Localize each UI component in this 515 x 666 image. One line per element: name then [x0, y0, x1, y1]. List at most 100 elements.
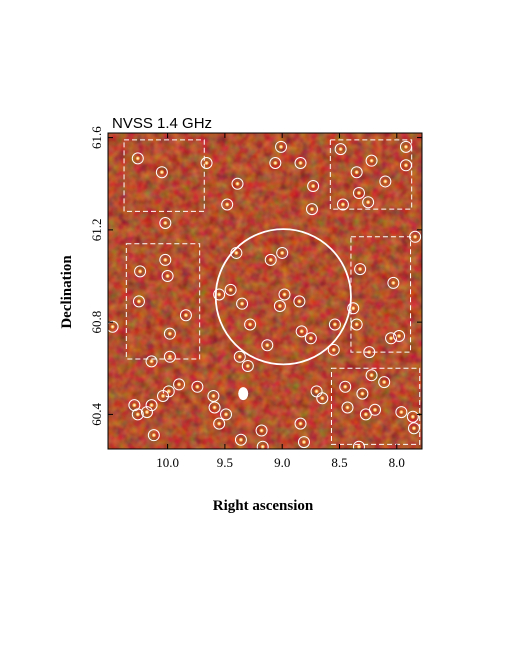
source-marker — [276, 246, 289, 259]
source-marker — [379, 175, 392, 188]
radio-source — [319, 395, 326, 402]
radio-source — [339, 201, 347, 208]
radio-source — [331, 321, 339, 328]
radio-source — [398, 408, 405, 416]
source-marker — [347, 302, 360, 315]
radio-source — [380, 378, 388, 386]
source-marker — [350, 318, 363, 331]
radio-source — [148, 358, 155, 365]
source-marker — [132, 295, 145, 308]
source-marker — [336, 198, 349, 211]
radio-source — [272, 159, 279, 167]
source-marker — [179, 309, 192, 322]
radio-source — [134, 155, 141, 162]
x-tick-label: 9.5 — [217, 455, 233, 470]
source-marker — [140, 406, 153, 419]
radio-source — [309, 182, 317, 190]
source-marker — [356, 387, 369, 400]
background-region — [125, 243, 201, 360]
x-tick-label: 8.5 — [331, 455, 347, 470]
source-marker — [108, 320, 119, 333]
source-marker — [362, 196, 375, 209]
source-marker — [307, 180, 320, 193]
source-marker — [273, 299, 286, 312]
radio-source — [362, 411, 370, 418]
radio-source — [259, 443, 266, 449]
radio-source — [277, 143, 285, 151]
radio-source — [134, 411, 141, 418]
radio-source — [267, 256, 274, 264]
bright-source — [238, 387, 249, 401]
source-marker — [264, 253, 277, 266]
radio-source — [307, 335, 315, 342]
y-tick-label: 60.4 — [89, 403, 104, 426]
source-marker — [191, 380, 204, 393]
radio-source — [222, 411, 230, 418]
source-marker — [231, 177, 244, 190]
source-marker — [213, 288, 226, 301]
radio-source — [203, 159, 210, 167]
x-tick-label: 8.0 — [389, 455, 405, 470]
radio-source — [244, 362, 252, 370]
radio-source — [227, 286, 234, 294]
radio-source — [162, 219, 169, 227]
source-marker — [304, 332, 317, 345]
radio-source — [330, 346, 337, 354]
source-marker — [385, 332, 398, 345]
x-tick-label: 9.0 — [274, 455, 290, 470]
radio-source — [166, 353, 174, 360]
source-marker — [369, 403, 382, 416]
radio-source — [355, 189, 363, 197]
source-marker — [159, 216, 172, 229]
radio-source — [395, 332, 403, 340]
source-marker — [395, 406, 408, 419]
radio-source — [215, 291, 223, 298]
radio-source — [278, 249, 286, 257]
source-marker — [155, 166, 168, 179]
x-tick-label: 10.0 — [156, 455, 179, 470]
source-marker — [275, 140, 288, 153]
source-marker — [278, 288, 291, 301]
source-marker — [339, 380, 352, 393]
panel-title: NVSS 1.4 GHz — [112, 115, 212, 132]
background-region — [330, 367, 421, 445]
radio-source — [215, 420, 223, 427]
source-marker — [294, 156, 307, 169]
source-marker — [163, 350, 176, 363]
radio-source — [150, 431, 158, 439]
y-tick-label: 60.8 — [89, 311, 104, 334]
radio-source — [296, 298, 303, 305]
source-marker — [213, 417, 226, 430]
radio-source — [410, 425, 418, 432]
radio-source — [131, 401, 138, 409]
radio-source — [246, 321, 254, 328]
radio-source — [233, 249, 240, 257]
radio-source — [211, 404, 218, 411]
source-marker — [316, 392, 329, 405]
source-marker — [295, 325, 308, 338]
radio-source — [164, 272, 171, 280]
source-marker — [293, 295, 306, 308]
source-marker — [221, 198, 234, 211]
x-axis: 10.0 9.5 9.0 8.5 8.0 — [156, 133, 405, 470]
radio-source — [297, 159, 304, 167]
radio-source — [409, 413, 417, 420]
radio-source — [281, 291, 288, 298]
source-marker — [387, 276, 400, 289]
radio-source — [344, 404, 351, 411]
source-marker — [157, 389, 170, 402]
source-marker — [406, 410, 419, 423]
source-marker — [341, 401, 354, 414]
source-marker — [261, 339, 274, 352]
radio-source — [148, 401, 155, 409]
source-marker — [200, 156, 213, 169]
source-marker — [350, 166, 363, 179]
radio-source — [342, 383, 349, 390]
source-marker — [378, 376, 391, 389]
plot-frame — [107, 132, 423, 450]
radio-source — [109, 323, 116, 330]
radio-source — [353, 321, 360, 328]
radio-source — [210, 392, 217, 400]
source-marker — [207, 389, 220, 402]
